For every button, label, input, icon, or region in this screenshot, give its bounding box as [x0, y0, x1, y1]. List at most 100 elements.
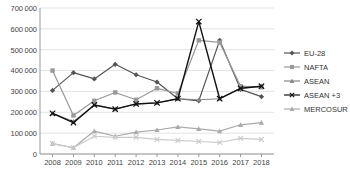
point: [92, 76, 97, 81]
grid-line: [40, 133, 274, 134]
grid-line: [40, 91, 274, 92]
legend-marker: [290, 107, 295, 111]
point: [176, 138, 181, 143]
point: [133, 101, 138, 106]
x-tick-label: 2015: [190, 158, 207, 167]
point: [134, 98, 138, 102]
point: [50, 111, 55, 116]
y-tick-label: 700 000: [10, 4, 37, 13]
x-tick: [52, 154, 53, 157]
legend-label: NAFTA: [304, 63, 328, 72]
series: [50, 19, 264, 126]
x-tick: [94, 154, 95, 157]
x-tick-label: 2018: [253, 158, 270, 167]
point: [71, 70, 76, 75]
x-tick: [115, 154, 116, 157]
point: [113, 106, 118, 111]
legend-marker: [290, 79, 295, 83]
point: [134, 130, 139, 135]
point: [155, 137, 160, 142]
y-axis: 0 100 000 200 000 300 000 400 000 500 000 600 …: [10, 4, 274, 159]
line: [53, 123, 262, 148]
point: [50, 111, 55, 116]
x-tick: [240, 154, 241, 157]
plot-area: [50, 19, 264, 150]
point: [154, 100, 159, 105]
series: [50, 38, 264, 104]
legend-label: MERCOSUR: [304, 105, 348, 114]
y-tick-label: 600 000: [10, 25, 37, 34]
point: [197, 38, 201, 42]
legend-item: ASEAN: [284, 77, 329, 86]
point: [134, 72, 139, 77]
x-tick: [261, 154, 262, 157]
point: [50, 141, 55, 146]
point: [175, 124, 180, 129]
x-tick-label: 2010: [86, 158, 103, 167]
x-tick: [198, 154, 199, 157]
point: [134, 135, 139, 140]
point: [259, 94, 264, 99]
grid-line: [40, 28, 274, 29]
y-tick-label: 300 000: [10, 87, 37, 96]
point: [71, 120, 76, 125]
y-tick-label: 400 000: [10, 66, 37, 75]
legend-label: EU-28: [304, 49, 325, 58]
x-axis: 2008200920102011201220132014201520162017…: [44, 154, 270, 167]
legend-marker: [290, 65, 294, 69]
point: [154, 79, 159, 84]
legend-label: ASEAN: [304, 77, 329, 86]
legend-item: NAFTA: [284, 63, 328, 72]
point: [217, 96, 222, 101]
y-tick-label: 200 000: [10, 108, 37, 117]
point: [92, 134, 97, 139]
legend-label: ASEAN +3: [304, 91, 340, 100]
point: [259, 137, 264, 142]
point: [92, 99, 96, 103]
point: [238, 86, 243, 91]
point: [71, 113, 75, 117]
point: [196, 126, 201, 131]
point: [50, 88, 55, 93]
point: [196, 97, 201, 102]
point: [113, 90, 117, 94]
x-tick-label: 2014: [170, 158, 187, 167]
y-tick-label: 100 000: [10, 129, 37, 138]
y-tick-label: 500 000: [10, 46, 37, 55]
x-tick-label: 2011: [107, 158, 123, 167]
point: [217, 140, 222, 145]
point: [196, 139, 201, 144]
point: [92, 102, 97, 107]
series: [50, 120, 264, 150]
x-tick-label: 2012: [128, 158, 145, 167]
grid-line: [40, 8, 274, 9]
series: [50, 134, 264, 150]
chart: 0 100 000 200 000 300 000 400 000 500 000 600 …: [0, 0, 350, 172]
series: [50, 38, 263, 118]
point: [217, 40, 221, 44]
grid-line: [40, 70, 274, 71]
legend-marker: [290, 93, 294, 97]
x-tick: [73, 154, 74, 157]
point: [154, 127, 159, 132]
legend: EU-28 NAFTA ASEAN ASEAN +3 MERCOSUR: [284, 49, 348, 114]
point: [259, 120, 264, 125]
point: [217, 128, 222, 133]
x-tick: [177, 154, 178, 157]
y-tick-label: 0: [33, 150, 37, 159]
x-tick: [219, 154, 220, 157]
x-tick-label: 2013: [149, 158, 166, 167]
point: [92, 128, 97, 133]
point: [259, 84, 264, 89]
point: [175, 96, 180, 101]
point: [71, 145, 76, 150]
series: [50, 84, 264, 124]
line: [53, 22, 262, 123]
point: [50, 141, 55, 146]
point: [113, 135, 118, 140]
line: [53, 40, 262, 115]
x-tick-label: 2009: [65, 158, 82, 167]
x-tick: [157, 154, 158, 157]
x-tick-label: 2017: [232, 158, 249, 167]
y-axis-line: [40, 8, 41, 154]
